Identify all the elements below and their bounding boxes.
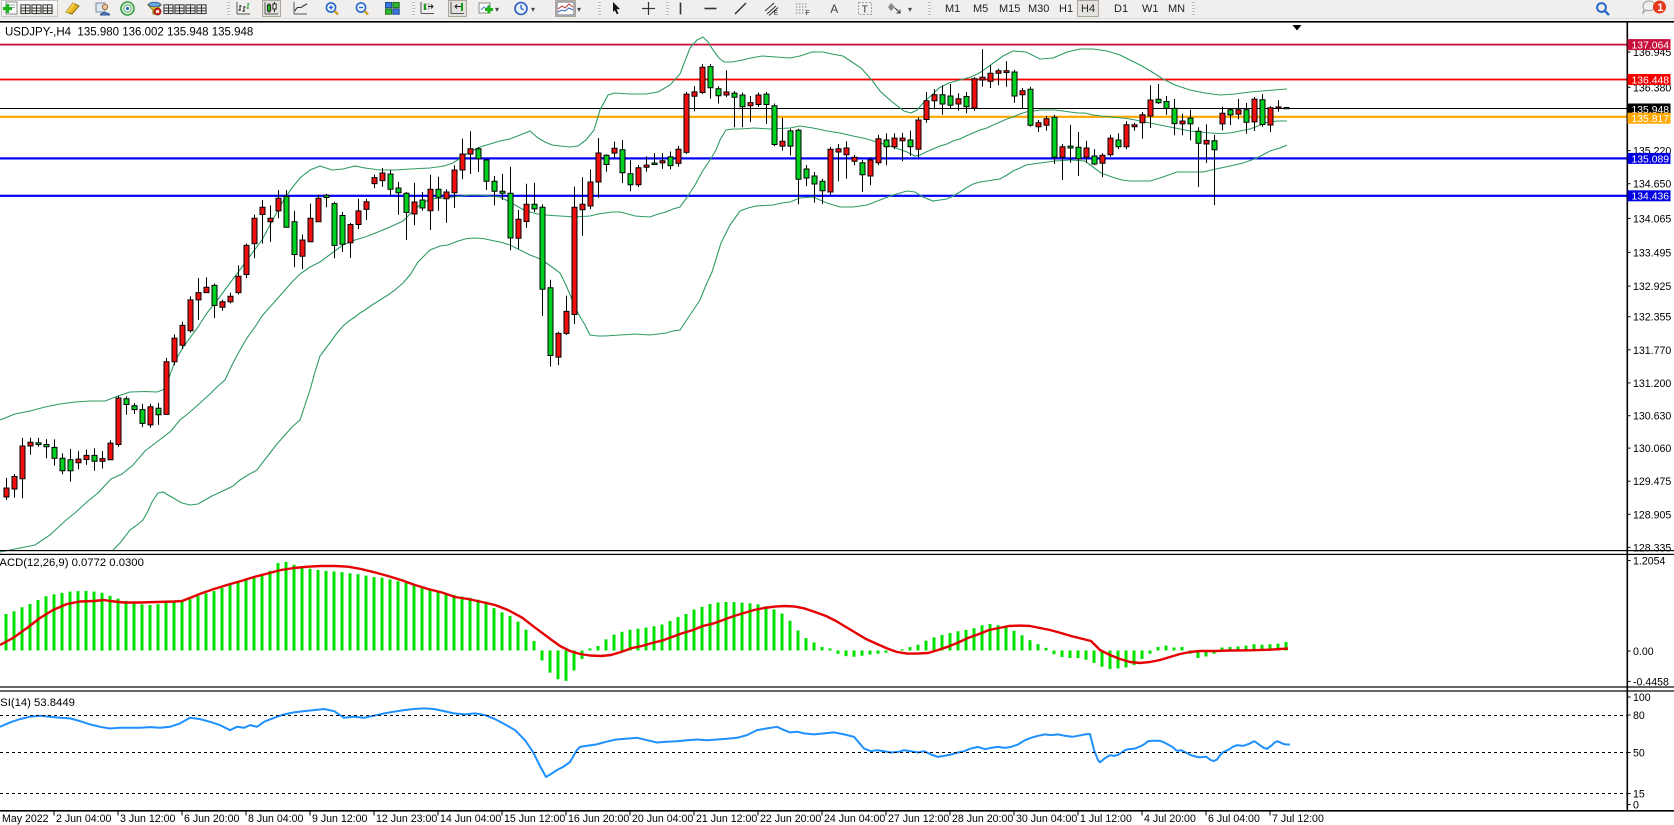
- svg-text:A: A: [830, 2, 838, 16]
- svg-text:132.925: 132.925: [1633, 281, 1671, 293]
- svg-text:135.817: 135.817: [1632, 114, 1670, 125]
- svg-text:1 Jul 12:00: 1 Jul 12:00: [1080, 813, 1132, 825]
- svg-text:RSI(14) 53.8449: RSI(14) 53.8449: [0, 697, 75, 709]
- svg-text:6 Jul 04:00: 6 Jul 04:00: [1208, 813, 1260, 825]
- svg-text:24 Jun 04:00: 24 Jun 04:00: [824, 813, 885, 825]
- svg-text:130.630: 130.630: [1633, 411, 1671, 423]
- svg-text:21 Jun 12:00: 21 Jun 12:00: [696, 813, 757, 825]
- svg-text:1: 1: [1657, 2, 1663, 14]
- svg-text:132.355: 132.355: [1633, 312, 1671, 324]
- svg-text:May 2022: May 2022: [2, 813, 49, 825]
- svg-text:F: F: [806, 11, 810, 16]
- svg-text:15 Jun 12:00: 15 Jun 12:00: [504, 813, 565, 825]
- svg-text:50: 50: [1633, 748, 1645, 760]
- svg-text:131.770: 131.770: [1633, 345, 1671, 357]
- svg-text:129.475: 129.475: [1633, 476, 1671, 488]
- svg-text:2 Jun 04:00: 2 Jun 04:00: [56, 813, 111, 825]
- svg-text:1.2054: 1.2054: [1633, 556, 1666, 568]
- svg-text:7 Jul 12:00: 7 Jul 12:00: [1272, 813, 1324, 825]
- svg-text:30 Jun 04:00: 30 Jun 04:00: [1016, 813, 1077, 825]
- svg-text:128.905: 128.905: [1633, 509, 1671, 521]
- svg-text:131.200: 131.200: [1633, 378, 1671, 390]
- svg-text:20 Jun 04:00: 20 Jun 04:00: [632, 813, 693, 825]
- svg-text:28 Jun 20:00: 28 Jun 20:00: [952, 813, 1013, 825]
- svg-text:8 Jun 04:00: 8 Jun 04:00: [248, 813, 303, 825]
- svg-text:128.335: 128.335: [1633, 542, 1671, 554]
- svg-text:130.060: 130.060: [1633, 443, 1671, 455]
- svg-text:100: 100: [1633, 692, 1651, 704]
- svg-text:137.064: 137.064: [1632, 41, 1670, 52]
- svg-text:9 Jun 12:00: 9 Jun 12:00: [312, 813, 367, 825]
- svg-text:6 Jun 20:00: 6 Jun 20:00: [184, 813, 239, 825]
- svg-text:15: 15: [1633, 789, 1645, 801]
- svg-text:0: 0: [1633, 800, 1639, 812]
- svg-text:135.948: 135.948: [1632, 105, 1670, 116]
- svg-text:133.495: 133.495: [1633, 247, 1671, 259]
- svg-text:3 Jun 12:00: 3 Jun 12:00: [120, 813, 175, 825]
- svg-text:134.065: 134.065: [1633, 213, 1671, 225]
- svg-text:T: T: [862, 5, 868, 16]
- svg-text:MACD(12,26,9) 0.0772 0.0300: MACD(12,26,9) 0.0772 0.0300: [0, 557, 144, 569]
- svg-text:136.380: 136.380: [1633, 82, 1671, 94]
- svg-text:80: 80: [1633, 710, 1645, 722]
- svg-text:4 Jul 20:00: 4 Jul 20:00: [1144, 813, 1196, 825]
- svg-text:136.448: 136.448: [1632, 75, 1670, 86]
- svg-text:-0.4458: -0.4458: [1633, 677, 1669, 689]
- svg-text:134.436: 134.436: [1632, 192, 1670, 203]
- svg-text:27 Jun 12:00: 27 Jun 12:00: [888, 813, 949, 825]
- svg-text:22 Jun 20:00: 22 Jun 20:00: [760, 813, 821, 825]
- svg-text:USDJPY-,H4 135.980 136.002 13: USDJPY-,H4 135.980 136.002 135.948 135.9…: [5, 27, 253, 39]
- svg-text:134.650: 134.650: [1633, 179, 1671, 191]
- svg-text:0.00: 0.00: [1633, 646, 1654, 658]
- svg-text:14 Jun 04:00: 14 Jun 04:00: [440, 813, 501, 825]
- svg-text:12 Jun 23:00: 12 Jun 23:00: [376, 813, 437, 825]
- svg-text:135.089: 135.089: [1632, 154, 1670, 165]
- svg-text:E: E: [774, 11, 778, 16]
- svg-text:16 Jun 20:00: 16 Jun 20:00: [568, 813, 629, 825]
